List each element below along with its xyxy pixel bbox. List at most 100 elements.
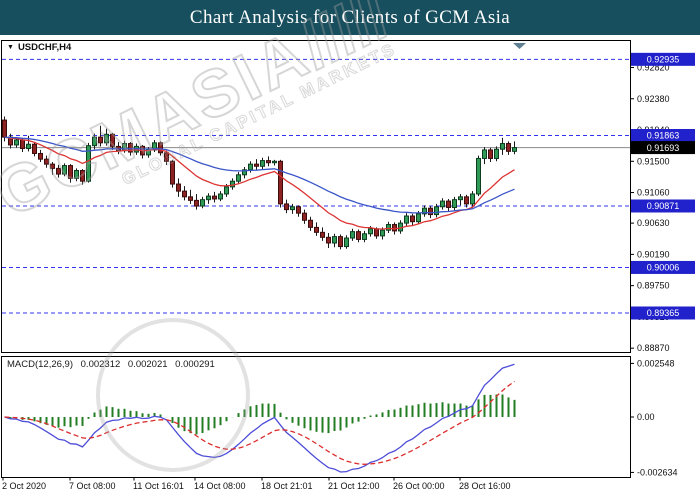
time-axis-label: 21 Oct 12:00: [328, 481, 380, 491]
candle-body: [194, 199, 199, 207]
level-price-box: [631, 129, 695, 143]
candle-body: [302, 212, 307, 221]
candle-body: [20, 139, 25, 150]
candle-body: [410, 215, 415, 223]
price-axis-label: 0.90630: [637, 218, 670, 228]
candle-body: [506, 143, 511, 152]
candle-body: [350, 231, 355, 239]
candle-body: [86, 145, 91, 182]
macd-axis-label: 0.00: [637, 412, 655, 422]
candle-body: [230, 180, 235, 188]
time-axis-label: 7 Oct 08:00: [69, 481, 116, 491]
symbol-label: USDCHF,H4: [17, 42, 72, 53]
macd-histogram-value: 0.000291: [175, 359, 215, 370]
candle-body: [296, 206, 301, 214]
candle-body: [128, 143, 133, 153]
candle-body: [290, 206, 295, 211]
candle-body: [32, 143, 37, 154]
candle-body: [200, 199, 205, 207]
candle-body: [164, 152, 169, 162]
candle-body: [494, 148, 499, 159]
candle-body: [158, 142, 163, 154]
level-price-box: [631, 52, 695, 66]
candle-body: [122, 143, 127, 152]
candle-body: [428, 207, 433, 216]
candle-body: [434, 206, 439, 216]
candle-body: [260, 160, 265, 167]
candle-body: [440, 200, 445, 208]
page-title: Chart Analysis for Clients of GCM Asia: [189, 6, 511, 28]
candle-body: [272, 160, 277, 164]
candle-body: [248, 163, 253, 171]
candle-body: [170, 160, 175, 185]
candle-body: [218, 193, 223, 200]
chevron-down-icon: ▼: [7, 44, 14, 51]
candle-body: [308, 219, 313, 228]
level-price-box-label: 0.90871: [647, 201, 680, 211]
level-price-box-label: 0.91863: [647, 131, 680, 141]
candle-body: [176, 183, 181, 192]
candle-body: [362, 233, 367, 240]
candle-body: [464, 196, 469, 205]
candle-body: [62, 165, 67, 175]
candle-body: [254, 163, 259, 167]
price-axis-label: 0.92820: [637, 63, 670, 73]
candle-body: [284, 203, 289, 211]
chart-marker-icon: [513, 43, 526, 49]
candle-body: [182, 190, 187, 198]
candle-body: [242, 169, 247, 176]
macd-label: MACD(12,26,9): [7, 359, 73, 370]
time-axis-label: 14 Oct 08:00: [194, 481, 246, 491]
candle-body: [188, 196, 193, 201]
main-chart-panel: [1, 40, 631, 353]
macd-line: [4, 363, 515, 473]
time-axis-label: 26 Oct 00:00: [393, 481, 445, 491]
candle-body: [14, 139, 19, 146]
candle-body: [2, 119, 7, 138]
candle-body: [38, 152, 43, 160]
level-price-box: [631, 199, 695, 213]
macd-value: 0.002312: [80, 359, 121, 370]
level-price-box: [631, 306, 695, 320]
price-axis-label: 0.89750: [637, 281, 670, 291]
candle-body: [458, 196, 463, 201]
time-axis-label: 18 Oct 21:01: [261, 481, 313, 491]
candle-body: [344, 237, 349, 248]
candle-body: [50, 163, 55, 169]
candle-body: [326, 236, 331, 244]
candle-body: [356, 231, 361, 240]
title-bar: Chart Analysis for Clients of GCM Asia: [0, 0, 700, 35]
candle-body: [422, 207, 427, 215]
candle-body: [452, 199, 457, 208]
level-price-box-label: 0.90006: [647, 263, 680, 273]
time-axis-label: 28 Oct 16:00: [459, 481, 511, 491]
candle-body: [212, 195, 217, 200]
candle-body: [56, 167, 61, 175]
candle-body: [68, 165, 73, 179]
candle-body: [224, 186, 229, 195]
macd-axis-label: -0.002634: [637, 467, 678, 477]
candle-body: [476, 157, 481, 195]
price-axis-label: 0.88870: [637, 343, 670, 353]
level-price-box-label: 0.92935: [647, 55, 680, 65]
candle-body: [338, 236, 343, 248]
candle-body: [110, 133, 115, 147]
candle-body: [392, 224, 397, 232]
candle-body: [470, 193, 475, 205]
candle-body: [380, 229, 385, 237]
price-axis-label: 0.91500: [637, 156, 670, 166]
candle-body: [404, 215, 409, 224]
candle-body: [482, 149, 487, 159]
candle-body: [80, 170, 85, 182]
candle-body: [512, 147, 517, 152]
candle-body: [320, 231, 325, 238]
candle-body: [416, 213, 421, 223]
macd-axis-label: 0.002548: [637, 358, 675, 368]
symbol-selector[interactable]: ▼ USDCHF,H4: [7, 42, 71, 53]
candle-body: [314, 226, 319, 233]
level-price-box-label: 0.89365: [647, 308, 680, 318]
price-axis-label: 0.90190: [637, 249, 670, 259]
candle-body: [368, 228, 373, 235]
candle-body: [500, 143, 505, 150]
